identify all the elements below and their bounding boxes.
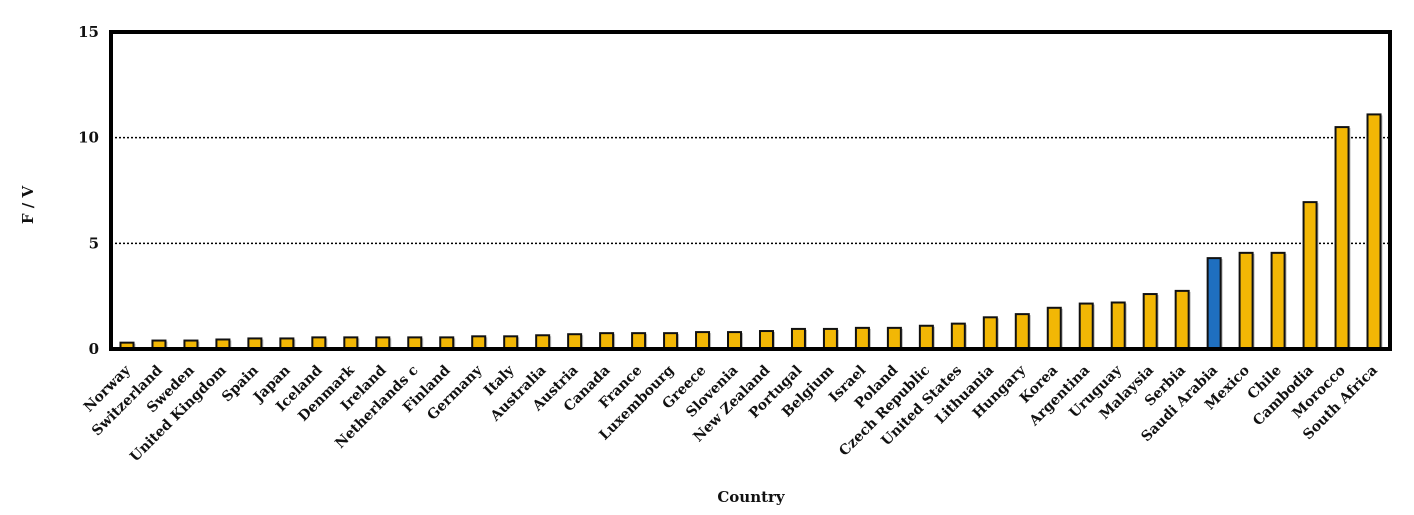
bar — [758, 330, 774, 350]
y-tick-label: 10 — [78, 129, 99, 147]
bar-israel — [854, 326, 871, 351]
x-axis-label: Country — [717, 488, 786, 506]
bar — [790, 327, 806, 351]
bar — [886, 326, 902, 351]
bar — [1302, 201, 1318, 350]
bar — [982, 316, 998, 350]
bar — [854, 326, 870, 351]
bar-belgium — [822, 327, 839, 351]
bar-serbia — [1174, 289, 1191, 350]
bar-korea — [1046, 306, 1063, 351]
bar-lithuania — [982, 316, 999, 350]
y-axis-label: F / V — [19, 186, 37, 225]
y-tick-label: 15 — [78, 23, 99, 41]
bar-portugal — [790, 327, 807, 351]
bar — [950, 322, 966, 351]
bar — [663, 332, 679, 350]
bar — [1046, 306, 1062, 351]
bar-cambodia — [1302, 201, 1319, 350]
bars — [119, 113, 1383, 351]
bar — [1142, 293, 1158, 351]
bar-france — [631, 332, 648, 350]
bar-germany — [471, 335, 488, 351]
bar — [1174, 289, 1190, 350]
bar — [1270, 251, 1286, 351]
bar — [918, 324, 934, 350]
y-tick-label: 0 — [89, 340, 99, 358]
bar-morocco — [1334, 126, 1351, 350]
bar-uruguay — [1110, 301, 1127, 350]
bar — [727, 331, 743, 350]
bar-hungary — [1014, 313, 1031, 351]
bar — [1334, 126, 1350, 350]
bar-czech-republic — [918, 324, 935, 350]
grid-lines — [111, 136, 1390, 245]
bar — [695, 331, 711, 350]
bar-poland — [886, 326, 903, 351]
bar — [535, 334, 551, 351]
bar-south-africa — [1366, 113, 1383, 350]
bar — [1014, 313, 1030, 351]
bar — [1366, 113, 1382, 350]
bar-austria — [567, 333, 584, 350]
bar-luxembourg — [663, 332, 680, 350]
bar — [631, 332, 647, 350]
bar — [1238, 251, 1254, 351]
bar-chile — [1270, 251, 1287, 351]
bar — [567, 333, 583, 350]
bar — [1110, 301, 1126, 350]
bar-slovenia — [727, 331, 744, 350]
y-axis-ticks: 0 5 10 15 — [78, 23, 99, 358]
bar-saudi-arabia — [1206, 257, 1223, 351]
bar-argentina — [1078, 302, 1095, 350]
y-tick-label: 5 — [89, 234, 99, 252]
bar-united-states — [950, 322, 967, 351]
bar — [1206, 257, 1222, 351]
bar-canada — [599, 332, 616, 350]
bar — [599, 332, 615, 350]
bar — [1078, 302, 1094, 350]
bar — [822, 327, 838, 351]
bar-mexico — [1238, 251, 1255, 351]
bar-malaysia — [1142, 293, 1159, 351]
plot-frame — [109, 30, 1392, 351]
